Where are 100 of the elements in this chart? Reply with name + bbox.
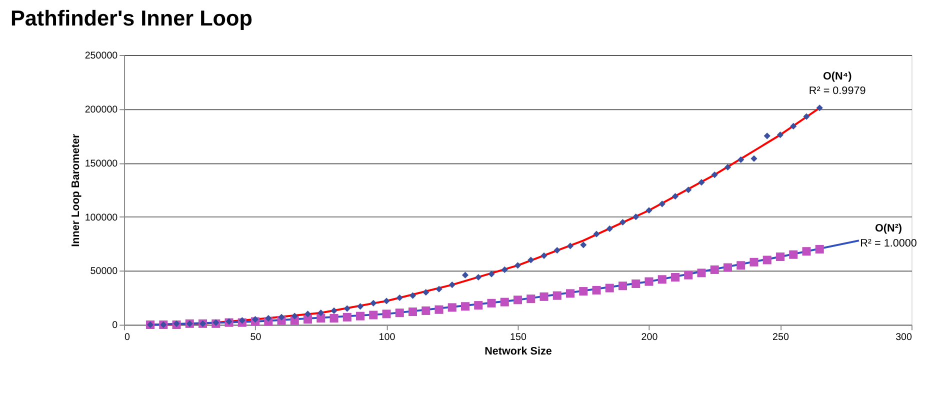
- y-tick-label: 200000: [84, 104, 118, 116]
- point: [670, 272, 680, 282]
- point: [815, 244, 824, 254]
- point: [369, 310, 378, 320]
- point: [487, 298, 496, 308]
- point: [370, 300, 377, 306]
- point: [528, 256, 534, 264]
- point: [554, 246, 560, 254]
- point: [672, 193, 679, 200]
- point: [619, 218, 626, 226]
- point: [644, 277, 654, 286]
- x-tick-label: 200: [641, 332, 658, 343]
- point: [344, 305, 350, 312]
- point: [342, 312, 352, 322]
- point: [304, 315, 312, 324]
- point: [396, 294, 403, 302]
- point: [646, 207, 652, 214]
- point: [383, 298, 390, 304]
- point: [500, 298, 509, 306]
- point: [803, 113, 810, 120]
- point: [605, 284, 614, 292]
- point: [592, 286, 601, 294]
- point: [658, 275, 666, 284]
- point: [579, 287, 588, 296]
- x-axis-title: Network Size: [484, 346, 552, 358]
- annotation: O(N²): [875, 222, 902, 235]
- y-tick-label: 50000: [90, 266, 118, 278]
- point: [776, 132, 784, 138]
- point: [593, 230, 600, 238]
- annotation: R² = 1.0000: [860, 237, 917, 250]
- point: [552, 291, 562, 300]
- point: [566, 289, 575, 298]
- point: [580, 242, 587, 248]
- point: [514, 262, 522, 269]
- point: [356, 303, 364, 310]
- point: [790, 122, 797, 130]
- point: [330, 314, 338, 323]
- point: [422, 306, 430, 315]
- point: [750, 155, 758, 162]
- x-tick-label: 250: [772, 332, 790, 343]
- point: [762, 256, 772, 264]
- point: [632, 279, 640, 288]
- point: [685, 186, 692, 194]
- point: [422, 289, 430, 296]
- point: [540, 292, 548, 301]
- point: [436, 286, 442, 292]
- point: [304, 310, 312, 318]
- point: [475, 274, 482, 281]
- point: [789, 250, 798, 259]
- y-tick-label: 0: [112, 320, 118, 332]
- x-tick-label: 150: [510, 332, 527, 343]
- point: [632, 214, 640, 220]
- point: [618, 282, 628, 290]
- point: [448, 282, 456, 288]
- point: [736, 261, 746, 270]
- y-tick-label: 150000: [84, 158, 118, 170]
- point: [395, 308, 404, 318]
- point: [738, 156, 744, 163]
- point: [330, 307, 338, 314]
- annotation: O(N⁴): [822, 70, 852, 82]
- point: [724, 164, 732, 171]
- point: [238, 317, 246, 324]
- y-tick-label: 100000: [84, 212, 118, 224]
- point: [723, 263, 732, 272]
- point: [462, 272, 469, 278]
- point: [566, 242, 574, 250]
- annotation: R² = 0.9979: [808, 85, 866, 98]
- point: [710, 265, 719, 274]
- point: [265, 314, 272, 322]
- point: [278, 314, 285, 320]
- x-tick-label: 100: [378, 332, 396, 343]
- point: [697, 268, 706, 278]
- point: [501, 266, 508, 274]
- point: [316, 314, 326, 323]
- point: [816, 104, 823, 112]
- y-tick-label: 250000: [84, 50, 118, 62]
- y-axis-title: Inner Loop Barometer: [70, 133, 82, 247]
- point: [408, 308, 418, 316]
- point: [356, 312, 365, 320]
- point: [684, 270, 693, 280]
- point: [488, 270, 495, 278]
- point: [474, 301, 483, 310]
- point: [318, 310, 324, 316]
- point: [698, 179, 705, 186]
- point: [764, 132, 770, 140]
- x-tick-label: 300: [896, 332, 913, 343]
- point: [802, 247, 811, 256]
- x-tick-label: 50: [250, 332, 262, 343]
- point: [606, 225, 613, 232]
- point: [526, 294, 536, 304]
- point: [382, 310, 391, 318]
- point: [776, 252, 785, 262]
- point: [711, 171, 718, 178]
- x-tick-label: 0: [124, 332, 131, 343]
- point: [291, 312, 298, 320]
- point: [252, 316, 259, 323]
- chart-title: Pathfinder's Inner Loop: [10, 5, 252, 30]
- point: [434, 305, 444, 314]
- point: [460, 302, 470, 311]
- point: [409, 292, 416, 299]
